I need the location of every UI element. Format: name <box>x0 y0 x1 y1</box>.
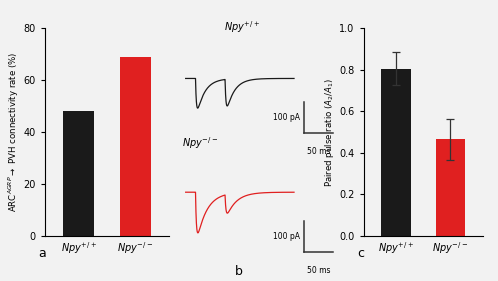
Text: b: b <box>235 265 243 278</box>
Text: 100 pA: 100 pA <box>273 232 300 241</box>
Bar <box>381 69 411 236</box>
Y-axis label: Paired pulse ratio ($A_2/A_1$): Paired pulse ratio ($A_2/A_1$) <box>323 78 336 187</box>
Text: a: a <box>38 247 46 260</box>
Text: 100 pA: 100 pA <box>273 113 300 122</box>
Bar <box>120 57 151 236</box>
Bar <box>436 139 466 236</box>
Text: c: c <box>358 247 365 260</box>
Y-axis label: ARC$^{AGRP}$$\rightarrow$ PVH connectivity rate (%): ARC$^{AGRP}$$\rightarrow$ PVH connectivi… <box>6 52 20 212</box>
Text: 50 ms: 50 ms <box>307 266 330 275</box>
Text: $\it{Npy}^{+/+}$: $\it{Npy}^{+/+}$ <box>224 19 260 35</box>
Bar <box>63 111 94 236</box>
Text: $\it{Npy}^{-/-}$: $\it{Npy}^{-/-}$ <box>182 135 219 151</box>
Text: 50 ms: 50 ms <box>307 147 330 156</box>
